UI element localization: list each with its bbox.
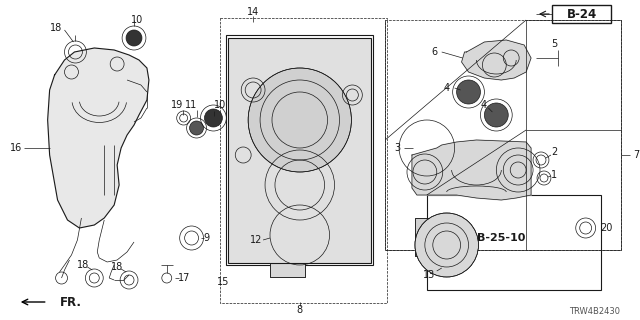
Bar: [552, 5, 611, 23]
Bar: [228, 38, 371, 263]
Text: 14: 14: [247, 7, 259, 17]
Bar: [415, 218, 450, 256]
Polygon shape: [47, 48, 149, 228]
Text: 7: 7: [634, 150, 639, 160]
Text: 15: 15: [217, 277, 230, 287]
Circle shape: [248, 68, 351, 172]
Bar: [270, 263, 305, 277]
Text: 3: 3: [394, 143, 400, 153]
Text: B-24: B-24: [566, 7, 597, 20]
Circle shape: [415, 213, 479, 277]
Text: 9: 9: [204, 233, 209, 243]
Text: 18: 18: [111, 262, 124, 272]
Circle shape: [456, 80, 481, 104]
Bar: [227, 35, 373, 265]
Text: 13: 13: [422, 270, 435, 280]
Text: 17: 17: [177, 273, 190, 283]
Bar: [270, 263, 305, 277]
Text: 5: 5: [551, 39, 557, 49]
Circle shape: [189, 121, 204, 135]
Bar: [427, 195, 600, 290]
Bar: [220, 18, 387, 303]
Text: 4: 4: [444, 83, 450, 93]
Bar: [228, 38, 371, 263]
Text: 18: 18: [49, 23, 61, 33]
Text: 1: 1: [551, 170, 557, 180]
Circle shape: [126, 30, 142, 46]
Polygon shape: [412, 140, 531, 200]
Polygon shape: [461, 40, 531, 80]
Text: 2: 2: [551, 147, 557, 157]
Circle shape: [205, 109, 222, 127]
Text: 11: 11: [184, 100, 196, 110]
Text: 16: 16: [10, 143, 22, 153]
Text: 12: 12: [250, 235, 262, 245]
Bar: [385, 20, 621, 250]
Text: 10: 10: [214, 100, 227, 110]
Text: 4: 4: [481, 100, 486, 110]
Text: 6: 6: [432, 47, 438, 57]
Text: 19: 19: [171, 100, 183, 110]
Text: TRW4B2430: TRW4B2430: [570, 308, 620, 316]
Text: 8: 8: [297, 305, 303, 315]
Text: 20: 20: [600, 223, 613, 233]
Text: 10: 10: [131, 15, 143, 25]
Text: FR.: FR.: [60, 295, 81, 308]
Text: B-25-10: B-25-10: [477, 233, 525, 243]
Bar: [415, 218, 450, 256]
Text: 18: 18: [77, 260, 90, 270]
Circle shape: [484, 103, 508, 127]
